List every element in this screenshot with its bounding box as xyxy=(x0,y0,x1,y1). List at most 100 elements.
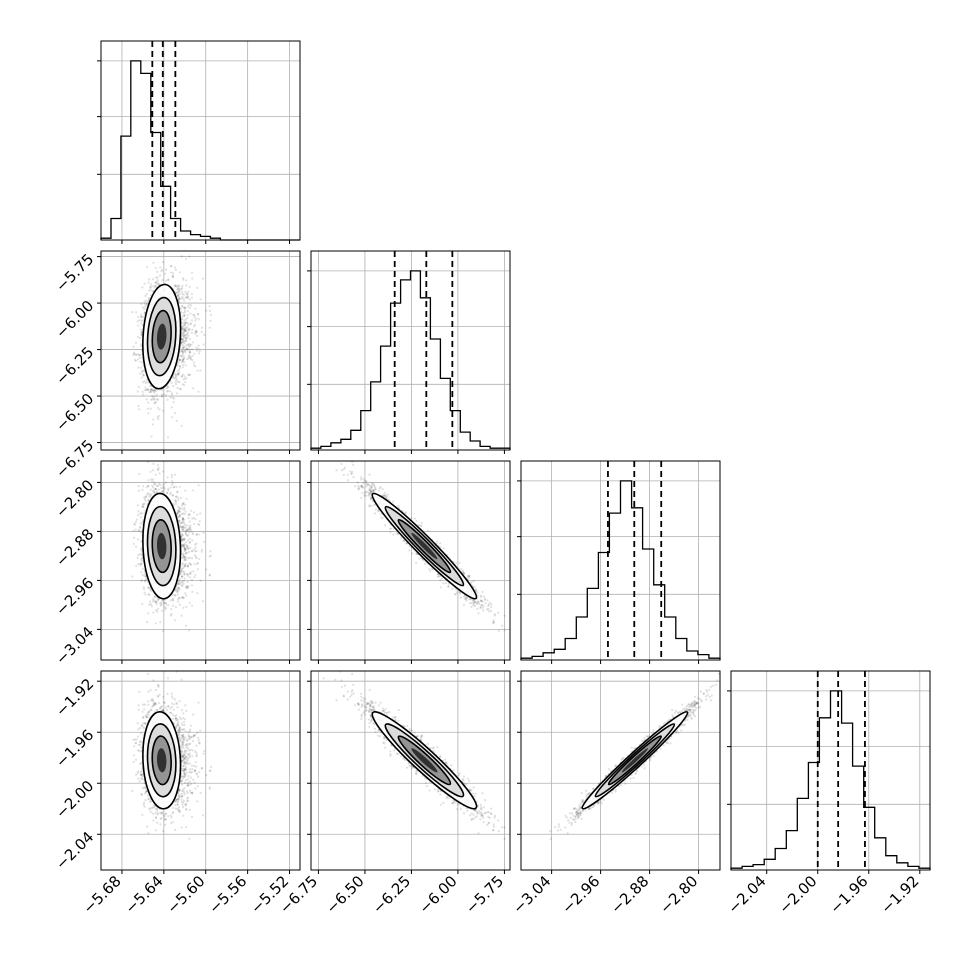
scatter-point xyxy=(181,304,184,307)
scatter-point xyxy=(164,394,167,397)
scatter-point xyxy=(181,575,184,578)
scatter-point xyxy=(153,389,157,392)
scatter-point xyxy=(136,538,140,541)
scatter-point xyxy=(138,354,141,357)
scatter-point xyxy=(178,514,182,517)
scatter-point xyxy=(137,489,140,492)
scatter-point xyxy=(195,533,198,536)
scatter-point xyxy=(182,277,185,280)
scatter-point xyxy=(133,351,136,354)
scatter-point xyxy=(140,316,143,319)
scatter-point xyxy=(141,567,144,570)
scatter-point xyxy=(152,598,155,601)
scatter-point xyxy=(185,321,188,324)
scatter-point xyxy=(141,488,144,492)
scatter-point xyxy=(155,485,159,488)
scatter-point xyxy=(183,503,187,506)
scatter-point xyxy=(199,579,202,582)
scatter-point xyxy=(164,481,167,484)
scatter-point xyxy=(187,373,190,376)
scatter-point xyxy=(169,396,172,399)
scatter-point xyxy=(154,266,157,270)
scatter-point xyxy=(192,570,195,573)
scatter-point xyxy=(138,529,141,532)
scatter-point xyxy=(201,277,205,280)
scatter-point xyxy=(153,481,156,484)
scatter-point xyxy=(155,281,158,285)
scatter-point xyxy=(195,349,198,352)
scatter-point xyxy=(170,265,173,268)
scatter-point xyxy=(181,359,185,362)
scatter-point xyxy=(178,507,181,510)
scatter-point xyxy=(145,299,148,302)
scatter-point xyxy=(165,268,168,271)
scatter-point xyxy=(144,495,147,498)
scatter-point xyxy=(183,524,187,527)
scatter-point xyxy=(184,562,187,565)
scatter-point xyxy=(176,598,180,601)
scatter-point xyxy=(150,604,153,608)
scatter-point xyxy=(145,292,148,295)
scatter-point xyxy=(170,406,173,409)
scatter-point xyxy=(154,488,158,491)
scatter-point xyxy=(181,516,184,519)
scatter-point xyxy=(198,557,201,561)
scatter-point xyxy=(149,602,152,606)
scatter-point xyxy=(192,341,195,344)
scatter-point xyxy=(191,355,194,358)
scatter-point xyxy=(160,601,163,605)
scatter-point xyxy=(137,385,140,389)
scatter-point xyxy=(159,604,162,607)
scatter-point xyxy=(147,412,150,415)
scatter-point xyxy=(186,580,189,583)
scatter-point xyxy=(185,624,188,627)
scatter-point xyxy=(164,272,167,275)
scatter-point xyxy=(140,571,143,574)
scatter-point xyxy=(180,614,183,617)
scatter-point xyxy=(209,550,212,553)
scatter-point xyxy=(196,286,199,289)
scatter-point xyxy=(180,349,183,352)
scatter-point xyxy=(197,347,200,350)
scatter-point xyxy=(203,540,206,544)
scatter-point xyxy=(193,352,196,355)
scatter-point xyxy=(134,353,137,356)
scatter-point xyxy=(181,521,184,524)
scatter-point xyxy=(178,290,181,293)
scatter-point xyxy=(154,609,158,612)
scatter-point xyxy=(190,271,194,274)
scatter-point xyxy=(139,512,142,515)
scatter-point xyxy=(142,369,145,372)
scatter-point xyxy=(140,313,143,316)
scatter-point xyxy=(185,279,188,282)
scatter-point xyxy=(187,355,191,358)
scatter-point xyxy=(137,366,140,369)
scatter-point xyxy=(153,395,157,398)
scatter-point xyxy=(196,334,199,337)
scatter-point xyxy=(142,485,145,488)
scatter-point xyxy=(178,485,181,488)
scatter-point xyxy=(190,343,193,346)
scatter-point xyxy=(188,540,191,544)
scatter-point xyxy=(193,314,196,317)
scatter-point xyxy=(180,286,183,290)
scatter-point xyxy=(140,319,143,322)
scatter-point xyxy=(159,621,162,624)
scatter-point xyxy=(142,505,145,508)
scatter-point xyxy=(171,276,175,279)
scatter-point xyxy=(150,390,153,393)
scatter-point xyxy=(135,311,138,314)
scatter-point xyxy=(166,436,170,439)
scatter-point xyxy=(192,361,196,364)
scatter-point xyxy=(180,569,183,572)
scatter-point xyxy=(184,344,188,347)
scatter-point xyxy=(141,602,144,606)
scatter-point xyxy=(174,502,178,505)
scatter-point xyxy=(187,329,190,332)
scatter-point xyxy=(161,279,164,282)
scatter-point xyxy=(134,358,137,362)
scatter-point xyxy=(144,294,147,297)
scatter-point xyxy=(177,600,180,603)
scatter-point xyxy=(181,358,184,361)
scatter-point xyxy=(156,270,159,273)
